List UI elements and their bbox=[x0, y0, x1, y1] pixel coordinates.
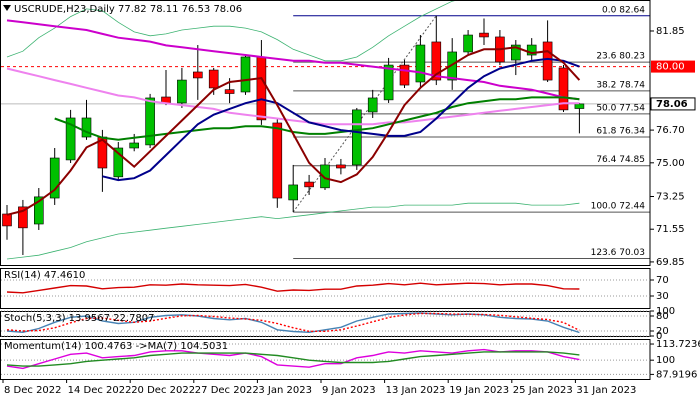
chart-title: USCRUDE,H23,Daily 77.82 78.11 76.53 78.0… bbox=[14, 4, 242, 15]
y-tick-label: 113.7236 bbox=[656, 339, 700, 350]
panel-frame bbox=[0, 339, 651, 380]
x-tick-label: 19 Jan 2023 bbox=[449, 385, 509, 396]
panel-title: Stoch(5,3,3) 13.9567 22.7807 bbox=[4, 313, 155, 324]
indicator-line bbox=[54, 96, 580, 141]
candle-body bbox=[351, 109, 362, 166]
fib-label: 61.8 76.34 bbox=[596, 127, 645, 137]
x-tick-label: 25 Jan 2023 bbox=[513, 385, 573, 396]
title-icon bbox=[3, 5, 11, 11]
indicator-line bbox=[6, 282, 580, 294]
indicator-line bbox=[6, 312, 580, 332]
y-tick-label: 73.25 bbox=[656, 191, 685, 202]
candle-body bbox=[510, 44, 521, 61]
candle-body bbox=[65, 117, 76, 161]
y-tick-label: 75.00 bbox=[656, 158, 685, 169]
candle-body bbox=[558, 67, 569, 111]
candle-body bbox=[367, 97, 378, 113]
candle-body bbox=[463, 34, 473, 53]
candle-body bbox=[399, 64, 410, 86]
main-plot bbox=[1, 0, 650, 260]
x-tick-label: 31 Jan 2023 bbox=[576, 385, 636, 396]
x-tick-label: 14 Dec 2022 bbox=[68, 385, 132, 396]
candle-body bbox=[526, 44, 537, 56]
candle-body bbox=[542, 41, 553, 81]
candle-body bbox=[383, 64, 394, 101]
last-price-label: 78.06 bbox=[656, 99, 688, 110]
candle-body bbox=[49, 157, 60, 199]
indicator-line bbox=[6, 202, 580, 260]
indicator-line bbox=[6, 312, 580, 334]
fib-label: 123.6 70.03 bbox=[591, 248, 645, 258]
candle-body bbox=[256, 56, 267, 121]
candle-body bbox=[129, 142, 139, 149]
last-price-box bbox=[650, 97, 696, 111]
x-tick-label: 20 Dec 2022 bbox=[131, 385, 195, 396]
candle-body bbox=[113, 147, 124, 178]
candle-body bbox=[272, 122, 283, 199]
candle-body bbox=[288, 184, 299, 201]
candle-body bbox=[81, 117, 92, 138]
candle-body bbox=[320, 164, 330, 189]
fib-label: 23.6 80.23 bbox=[596, 52, 645, 62]
y-tick-label: 100 bbox=[656, 355, 675, 366]
candle-body bbox=[224, 89, 235, 94]
x-tick-label: 13 Jan 2023 bbox=[386, 385, 446, 396]
candle-body bbox=[431, 41, 442, 81]
panel-title: RSI(14) 47.4610 bbox=[4, 270, 85, 281]
indicator-line bbox=[6, 46, 581, 216]
fib-label: 50.0 77.54 bbox=[596, 103, 645, 113]
y-tick-label: 80 bbox=[656, 311, 669, 322]
candle-body bbox=[33, 196, 44, 225]
y-tick-label: 30 bbox=[656, 291, 669, 302]
candle-body bbox=[574, 103, 585, 109]
candle-body bbox=[304, 181, 314, 188]
y-tick-label: 69.85 bbox=[656, 257, 685, 268]
fib-label: 100.0 72.44 bbox=[591, 202, 646, 212]
x-tick-label: 27 Dec 2022 bbox=[195, 385, 259, 396]
level-label: 80.00 bbox=[656, 62, 685, 73]
x-tick-label: 9 Jan 2023 bbox=[322, 385, 376, 396]
indicator-line bbox=[6, 67, 580, 126]
x-tick-label: 8 Dec 2022 bbox=[4, 385, 62, 396]
candle-body bbox=[336, 164, 346, 169]
x-tick-label: 3 Jan 2023 bbox=[258, 385, 312, 396]
panel-frame bbox=[0, 0, 651, 266]
level-label-box bbox=[651, 60, 695, 73]
candle-body bbox=[447, 51, 458, 81]
candle-body bbox=[415, 44, 426, 83]
y-tick-label: 100 bbox=[656, 306, 675, 317]
y-tick-label: 81.85 bbox=[656, 26, 685, 37]
candle-body bbox=[193, 71, 203, 79]
y-tick-label: 71.55 bbox=[656, 224, 685, 235]
indicator-line bbox=[6, 19, 580, 101]
candle-body bbox=[479, 32, 489, 38]
candle-body bbox=[2, 213, 12, 227]
indicator-line bbox=[6, 348, 580, 370]
candle-body bbox=[208, 69, 219, 89]
candle-body bbox=[177, 79, 187, 104]
indicator-line bbox=[6, 351, 580, 367]
y-tick-label: 0 bbox=[656, 331, 662, 342]
panel-title: Momentum(14) 100.4763 ->MA(7) 104.5031 bbox=[4, 341, 228, 352]
fib-label: 76.4 74.85 bbox=[596, 155, 645, 165]
y-tick-label: 76.70 bbox=[656, 125, 685, 136]
y-tick-label: 70 bbox=[656, 275, 669, 286]
fib-label: 0.0 82.64 bbox=[602, 5, 645, 15]
indicator-line bbox=[102, 57, 580, 182]
panel-frame bbox=[0, 268, 651, 309]
fib-label: 38.2 78.74 bbox=[596, 80, 645, 90]
y-tick-label: 20 bbox=[656, 326, 669, 337]
y-tick-label: 87.9196 bbox=[656, 369, 697, 380]
indicator-line bbox=[6, 0, 459, 62]
candle-body bbox=[145, 97, 155, 146]
fib-trendline bbox=[292, 15, 437, 213]
candle-body bbox=[240, 56, 251, 93]
candle-body bbox=[18, 206, 28, 229]
